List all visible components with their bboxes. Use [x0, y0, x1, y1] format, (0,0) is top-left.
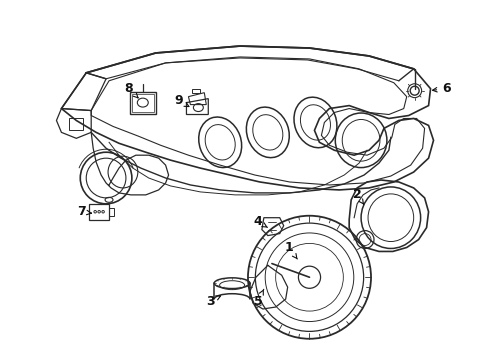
Text: 8: 8: [124, 82, 138, 98]
Text: 6: 6: [432, 82, 450, 95]
Text: 4: 4: [253, 215, 267, 228]
Text: 1: 1: [284, 241, 297, 259]
Text: 9: 9: [174, 94, 188, 107]
Text: 2: 2: [352, 188, 363, 204]
Text: 7: 7: [77, 205, 91, 218]
Text: 5: 5: [253, 289, 263, 307]
Text: 3: 3: [205, 294, 220, 307]
